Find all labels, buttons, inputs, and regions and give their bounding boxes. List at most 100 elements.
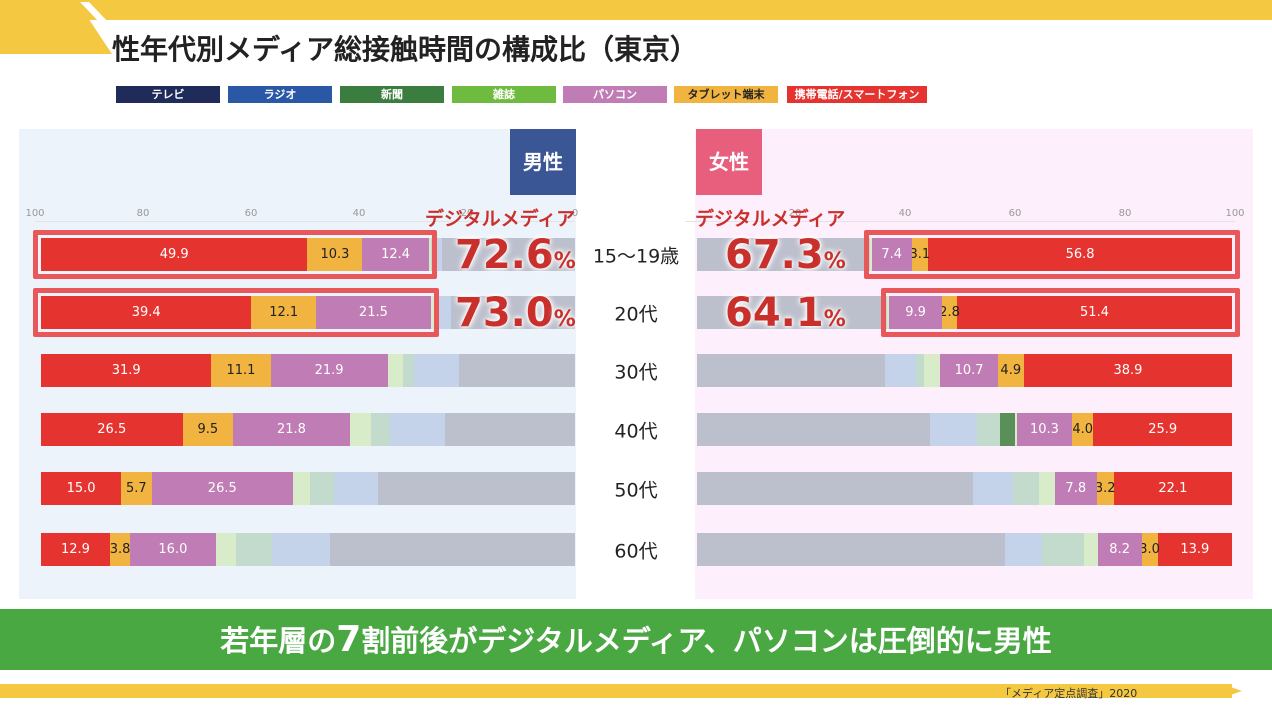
female-bar-row4-seg2 xyxy=(1054,472,1097,505)
male-label-row4-seg1: 5.7 xyxy=(125,481,147,496)
page-title: 性年代別メディア総接触時間の構成比（東京） xyxy=(112,33,699,66)
male-bar-row0-seg5 xyxy=(434,238,443,271)
female-bar-row5-seg3 xyxy=(1084,533,1098,566)
female-bar-row5-seg1 xyxy=(1141,533,1158,566)
male-bar-row3-seg2 xyxy=(233,413,350,446)
male-digital-percent-value-1: 73.0 xyxy=(455,289,554,336)
female-bar-row2-seg4 xyxy=(915,354,925,387)
male-bar-row2-seg2 xyxy=(270,354,388,387)
female-bar-row4-seg6 xyxy=(697,472,973,505)
female-label-row3-seg0: 25.9 xyxy=(1148,422,1178,437)
female-label-row5-seg1: 3.0 xyxy=(1139,542,1160,557)
male-digital-percent-unit-0: % xyxy=(553,248,576,274)
axis-tick-4: 20 xyxy=(460,208,474,219)
female-bar-row5-seg6 xyxy=(697,533,1006,566)
male-bar-row1-seg6 xyxy=(450,296,575,329)
male-label-row1-seg1: 12.1 xyxy=(269,305,299,320)
axis-line-0 xyxy=(35,221,575,222)
female-label-row4-seg1: 3.2 xyxy=(1094,481,1116,496)
female-bar-row1-seg2 xyxy=(889,296,943,329)
axis-tick-10: 100 xyxy=(1225,208,1245,219)
male-label-row3-seg1: 9.5 xyxy=(197,422,219,437)
male-label-row0-seg1: 10.3 xyxy=(320,247,350,262)
female-bar-row3-seg6 xyxy=(929,413,978,446)
male-digital-percent-value-0: 72.6 xyxy=(455,231,554,278)
male-digital-percent-0: 72.6% xyxy=(455,232,576,278)
male-bar-row5-seg3 xyxy=(215,533,236,566)
female-digital-highlight-1 xyxy=(881,288,1240,337)
male-bar-row5-seg0 xyxy=(41,533,110,566)
female-digital-percent-0: 67.3% xyxy=(725,232,846,278)
headline-banner: 若年層の7割前後がデジタルメディア、パソコンは圧倒的に男性 xyxy=(0,609,1272,670)
female-bar-row3-seg7 xyxy=(697,413,930,446)
axis-tick-3: 40 xyxy=(352,208,366,219)
axis-tick-8: 60 xyxy=(1008,208,1022,219)
male-bar-row4-seg4 xyxy=(310,472,334,505)
headline-suffix: 割前後がデジタルメディア、パソコンは圧倒的に男性 xyxy=(361,624,1052,658)
female-bar-row0-seg3 xyxy=(870,238,872,271)
female-label-row2-seg2: 10.7 xyxy=(954,363,984,378)
female-label-row1-seg0: 51.4 xyxy=(1080,305,1109,320)
male-bar-row1-seg5 xyxy=(438,296,451,329)
male-label-row5-seg2: 16.0 xyxy=(158,542,188,557)
age-label-5: 60代 xyxy=(614,540,658,562)
female-bar-row0-seg6 xyxy=(697,238,868,271)
female-bar-row1-seg6 xyxy=(697,296,883,329)
male-label-row0-seg2: 12.4 xyxy=(381,247,411,262)
source-note: 「メディア定点調査」2020 xyxy=(1000,687,1138,700)
male-label-row3-seg2: 21.8 xyxy=(276,422,306,437)
male-bar-row5-seg5 xyxy=(272,533,330,566)
male-bar-row4-seg1 xyxy=(121,472,152,505)
male-bar-row0-seg0 xyxy=(41,238,308,271)
female-digital-media-label: デジタルメディア xyxy=(695,208,846,230)
female-bar-row3-seg5 xyxy=(977,413,1000,446)
axis-tick-2: 60 xyxy=(244,208,258,219)
age-label-4: 50代 xyxy=(614,479,658,501)
female-bar-row5-seg4 xyxy=(1042,533,1085,566)
axis-tick-7: 40 xyxy=(898,208,912,219)
female-label-row0-seg0: 56.8 xyxy=(1065,247,1095,262)
female-digital-percent-1: 64.1% xyxy=(725,290,846,336)
male-bar-row4-seg5 xyxy=(333,472,378,505)
male-label-row5-seg1: 3.8 xyxy=(109,542,131,557)
female-bar-row2-seg0 xyxy=(1023,354,1232,387)
female-bar-row3-seg3 xyxy=(1014,413,1017,446)
top-accent-stripe xyxy=(0,0,1272,20)
legend-item-1: ラジオ xyxy=(228,86,332,103)
axis-line-1 xyxy=(685,221,1235,222)
legend-item-3: 雑誌 xyxy=(452,86,556,103)
female-bar-row5-seg2 xyxy=(1097,533,1142,566)
female-digital-percent-unit-1: % xyxy=(823,306,846,332)
male-label-row2-seg0: 31.9 xyxy=(111,363,141,378)
male-label-row4-seg0: 15.0 xyxy=(66,481,96,496)
male-bar-row5-seg6 xyxy=(329,533,575,566)
female-bar-row3-seg2 xyxy=(1016,413,1073,446)
male-bar-row2-seg3 xyxy=(387,354,403,387)
axis-tick-0: 100 xyxy=(25,208,45,219)
headline-number: 7 xyxy=(336,619,362,660)
male-bar-row3-seg4 xyxy=(371,413,390,446)
female-bar-row3-seg4 xyxy=(999,413,1015,446)
female-digital-percent-value-1: 64.1 xyxy=(725,289,824,336)
female-bar-row2-seg3 xyxy=(924,354,941,387)
female-label-row0-seg1: 3.1 xyxy=(909,247,931,262)
male-bar-row0-seg3 xyxy=(428,238,432,271)
female-bar-row4-seg0 xyxy=(1113,472,1232,505)
male-bar-row5-seg2 xyxy=(130,533,216,566)
female-bar-row2-seg6 xyxy=(697,354,885,387)
male-label-row5-seg0: 12.9 xyxy=(60,542,90,557)
female-bar-row4-seg3 xyxy=(1038,472,1055,505)
bottom-accent-chevron xyxy=(1222,684,1242,698)
male-digital-highlight-0 xyxy=(33,230,437,279)
axis-tick-9: 80 xyxy=(1118,208,1132,219)
male-label-row1-seg2: 21.5 xyxy=(358,305,388,320)
male-label-row2-seg1: 11.1 xyxy=(226,363,256,378)
female-bar-row3-seg1 xyxy=(1072,413,1094,446)
female-bar-row4-seg5 xyxy=(972,472,1013,505)
male-bar-row2-seg4 xyxy=(402,354,415,387)
male-bar-row2-seg0 xyxy=(41,354,212,387)
male-digital-percent-1: 73.0% xyxy=(455,290,576,336)
female-header: 女性 xyxy=(696,129,762,195)
male-bar-row0-seg1 xyxy=(307,238,363,271)
female-label-row5-seg0: 13.9 xyxy=(1180,542,1210,557)
